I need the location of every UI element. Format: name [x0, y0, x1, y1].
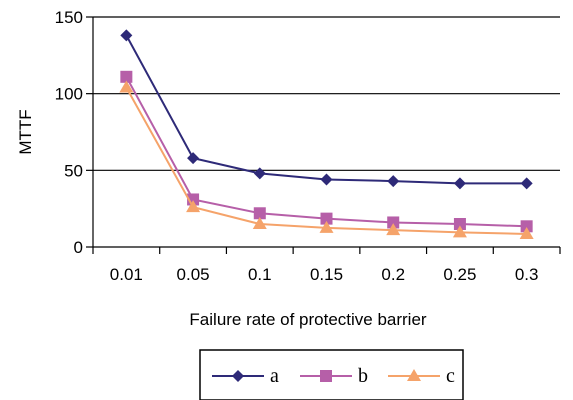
x-tick-label: 0.2 [381, 265, 405, 284]
data-point-a [254, 167, 266, 179]
data-point-a [454, 177, 466, 189]
x-tick-label: 0.01 [110, 265, 143, 284]
data-point-a [387, 175, 399, 187]
data-point-a [521, 177, 533, 189]
x-axis-title: Failure rate of protective barrier [189, 310, 426, 329]
y-axis-title: MTTF [16, 109, 35, 154]
series-b [120, 71, 532, 233]
x-tick-labels: 0.01 0.05 0.1 0.15 0.2 0.25 0.3 [110, 265, 539, 284]
x-tick-label: 0.05 [177, 265, 210, 284]
x-tick-label: 0.15 [310, 265, 343, 284]
legend: a b c [200, 350, 463, 400]
y-tick-label: 50 [64, 161, 83, 180]
y-tick-label: 150 [55, 8, 83, 27]
x-tick-label: 0.1 [248, 265, 272, 284]
series-line-b [126, 77, 526, 227]
data-point-a [321, 174, 333, 186]
data-series [119, 29, 533, 239]
legend-label-a: a [270, 365, 279, 387]
gridlines [93, 17, 560, 170]
x-tick-label: 0.3 [515, 265, 539, 284]
legend-label-c: c [446, 365, 455, 387]
y-tick-labels: 0 50 100 150 [55, 8, 83, 257]
y-tick-label: 0 [74, 238, 83, 257]
data-point-a [187, 152, 199, 164]
series-line-a [126, 35, 526, 183]
x-tick-label: 0.25 [443, 265, 476, 284]
data-point-a [120, 29, 132, 41]
y-tick-label: 100 [55, 85, 83, 104]
legend-marker-b [320, 370, 332, 382]
series-a [120, 29, 532, 189]
legend-label-b: b [358, 365, 368, 387]
